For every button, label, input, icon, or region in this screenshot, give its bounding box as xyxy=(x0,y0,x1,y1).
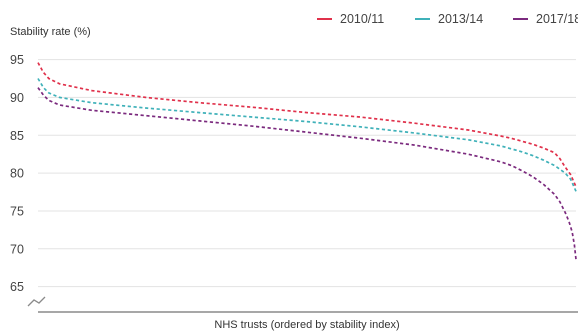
y-tick-labels: 65 70 75 80 85 90 95 xyxy=(10,53,24,294)
series-line-2010-11 xyxy=(37,62,577,188)
y-tick-label-95: 95 xyxy=(10,53,24,67)
y-tick-label-75: 75 xyxy=(10,204,24,218)
y-tick-label-85: 85 xyxy=(10,129,24,143)
legend-label-2017-18: 2017/18 xyxy=(536,12,578,26)
legend-label-2010-11: 2010/11 xyxy=(340,12,384,26)
legend-item-2013-14: 2013/14 xyxy=(415,12,483,26)
series-line-2017-18 xyxy=(37,87,577,260)
series-line-2013-14 xyxy=(37,78,577,192)
axis-break-icon xyxy=(27,296,46,307)
legend: 2010/11 2013/14 2017/18 xyxy=(317,12,578,26)
y-tick-label-80: 80 xyxy=(10,167,24,181)
legend-item-2017-18: 2017/18 xyxy=(513,12,578,26)
x-axis-title: NHS trusts (ordered by stability index) xyxy=(214,319,399,331)
y-axis-title: Stability rate (%) xyxy=(10,26,91,38)
gridlines xyxy=(38,59,576,288)
series-lines xyxy=(37,62,577,260)
legend-item-2010-11: 2010/11 xyxy=(317,12,384,26)
axis-break-zigzag xyxy=(27,296,46,307)
y-tick-label-90: 90 xyxy=(10,91,24,105)
y-tick-label-70: 70 xyxy=(10,242,24,256)
legend-label-2013-14: 2013/14 xyxy=(438,12,483,26)
y-tick-label-65: 65 xyxy=(10,280,24,294)
